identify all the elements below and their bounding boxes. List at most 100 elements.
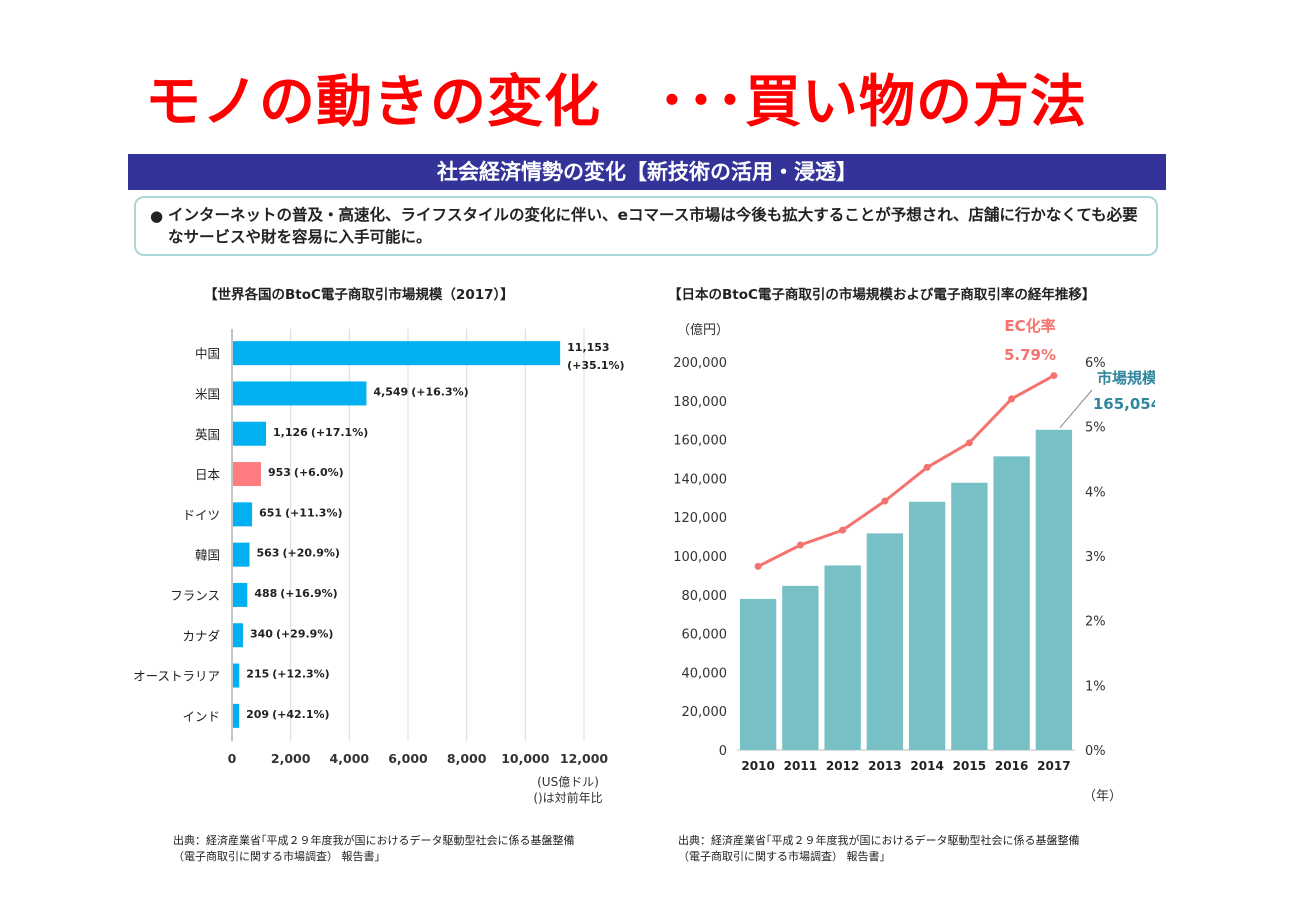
world-bar: [233, 502, 253, 527]
summary-text: インターネットの普及・高速化、ライフスタイルの変化に伴い、eコマース市場は今後も…: [168, 206, 1138, 246]
world-category-label: カナダ: [182, 628, 220, 643]
world-value-label: 651: [259, 506, 282, 519]
japan-y-left-tick-label: 200,000: [673, 356, 727, 371]
world-value-label: 209: [246, 708, 269, 721]
world-growth-label: (+42.1%): [272, 708, 329, 721]
world-bar: [233, 703, 240, 728]
japan-y-right-tick-label: 0%: [1085, 744, 1106, 759]
japan-y-right-tick-label: 2%: [1085, 615, 1106, 630]
world-growth-label: (+12.3%): [272, 668, 329, 681]
japan-y-left-tick-label: 120,000: [673, 511, 727, 526]
japan-chart-source: 出典：経済産業省｢平成２９年度我が国におけるデータ駆動型社会に係る基盤整備 （電…: [678, 834, 1080, 863]
japan-ec-rate-point: [923, 463, 931, 471]
world-value-label: 488: [254, 587, 277, 600]
world-growth-label: (+16.9%): [280, 587, 337, 600]
world-btoc-bar-chart: 0 2,000 4,000 6,000 8,000 10,000 12,000 中国 11,15…: [133, 329, 625, 805]
world-category-label: ドイツ: [182, 507, 220, 522]
japan-x-tick-label: 2017: [1037, 759, 1070, 773]
japan-ec-rate-line: [757, 374, 1055, 568]
world-bar: [233, 381, 367, 406]
japan-y-right-tick-label: 4%: [1085, 485, 1106, 500]
japan-market-bar: [1035, 429, 1073, 750]
japan-market-bar: [866, 533, 904, 750]
japan-y-left-tick-label: 100,000: [673, 550, 727, 565]
world-category-label: オーストラリア: [133, 669, 220, 684]
world-growth-label: (+11.3%): [285, 506, 342, 519]
japan-y-left-tick-label: 40,000: [682, 666, 728, 681]
japan-market-bar: [782, 585, 819, 750]
world-bar: [233, 462, 261, 487]
japan-market-bar: [824, 565, 861, 750]
section-banner: 社会経済情勢の変化【新技術の活用・浸透】: [128, 154, 1166, 190]
japan-ec-rate-point: [1050, 372, 1058, 380]
japan-chart-title: 【日本のBtoC電子商取引の市場規模および電子商取引率の経年推移】: [668, 287, 1096, 303]
japan-y-left-tick-label: 0: [719, 744, 727, 759]
world-category-label: 日本: [195, 467, 221, 482]
bullet-icon: ●: [150, 207, 164, 225]
world-category-label: 英国: [195, 427, 220, 442]
japan-y-left-tick-label: 140,000: [673, 472, 727, 487]
world-bar: [233, 542, 250, 567]
world-value-label: 1,126: [273, 426, 308, 439]
world-chart-source: 出典：経済産業省｢平成２９年度我が国におけるデータ駆動型社会に係る基盤整備 （電…: [173, 834, 575, 863]
japan-market-bar: [739, 598, 777, 750]
world-bar: [233, 421, 267, 446]
world-value-label: 953: [268, 466, 291, 479]
market-size-name-label: 市場規模: [1097, 369, 1155, 387]
world-unit-label: (US億ドル): [537, 775, 599, 789]
page-title: モノの動きの変化 ･･･買い物の方法: [145, 70, 1087, 135]
world-bar: [233, 582, 248, 607]
world-x-tick-label: 8,000: [447, 751, 487, 766]
japan-x-tick-label: 2010: [741, 759, 774, 773]
ec-rate-value-label: 5.79%: [1004, 346, 1056, 364]
world-x-tick-label: 0: [228, 751, 237, 766]
world-growth-label: (+6.0%): [294, 466, 344, 479]
world-growth-label: (+20.9%): [282, 547, 339, 560]
world-category-label: フランス: [170, 588, 220, 603]
japan-y-left-tick-label: 180,000: [673, 395, 727, 410]
japan-y-left-tick-label: 80,000: [682, 589, 728, 604]
japan-x-tick-label: 2012: [826, 759, 859, 773]
japan-x-tick-label: 2013: [868, 759, 901, 773]
world-growth-label: (+35.1%): [567, 359, 624, 372]
japan-ec-combo-chart: 0 20,000 40,000 60,000 80,000 100,000 120,000 1…: [673, 317, 1155, 804]
world-x-tick-label: 10,000: [501, 751, 550, 766]
japan-market-bar: [908, 501, 946, 750]
world-growth-label: (+29.9%): [276, 627, 333, 640]
japan-x-tick-label: 2016: [995, 759, 1028, 773]
world-category-label: 中国: [195, 346, 220, 361]
japan-y-left-tick-label: 160,000: [673, 434, 727, 449]
world-bar: [233, 341, 561, 366]
world-category-label: 韓国: [195, 548, 220, 563]
world-x-tick-label: 2,000: [271, 751, 311, 766]
world-bar: [233, 663, 240, 688]
market-size-leader-line: [1059, 389, 1093, 429]
world-x-tick-label: 6,000: [388, 751, 428, 766]
japan-ec-rate-point: [839, 526, 847, 534]
world-value-label: 340: [250, 627, 273, 640]
world-chart-title: 【世界各国のBtoC電子商取引市場規模（2017）】: [204, 287, 514, 303]
japan-ec-rate-point: [796, 541, 804, 549]
japan-y-right-tick-label: 3%: [1085, 550, 1106, 565]
ec-rate-name-label: EC化率: [1004, 317, 1055, 335]
world-x-tick-label: 12,000: [560, 751, 609, 766]
japan-y-right-tick-label: 1%: [1085, 679, 1106, 694]
japan-x-tick-label: 2011: [784, 759, 817, 773]
japan-y-right-tick-label: 6%: [1085, 356, 1106, 371]
japan-y-right-tick-label: 5%: [1085, 421, 1106, 436]
japan-market-bar: [993, 456, 1030, 750]
world-value-label: 4,549: [373, 385, 408, 398]
japan-ec-rate-point: [754, 562, 762, 570]
world-x-tick-label: 4,000: [330, 751, 370, 766]
japan-x-label: （年）: [1083, 789, 1122, 804]
japan-y-left-tick-label: 20,000: [682, 705, 728, 720]
japan-ec-rate-point: [1008, 395, 1016, 403]
world-growth-label: (+17.1%): [311, 426, 368, 439]
japan-market-bar: [951, 482, 988, 750]
world-unit-note: ()は対前年比: [533, 790, 602, 805]
japan-y-left-label: （億円）: [677, 322, 729, 338]
japan-x-tick-label: 2015: [953, 759, 986, 773]
japan-ec-rate-point: [881, 497, 889, 505]
world-value-label: 215: [246, 668, 269, 681]
world-growth-label: (+16.3%): [411, 385, 468, 398]
